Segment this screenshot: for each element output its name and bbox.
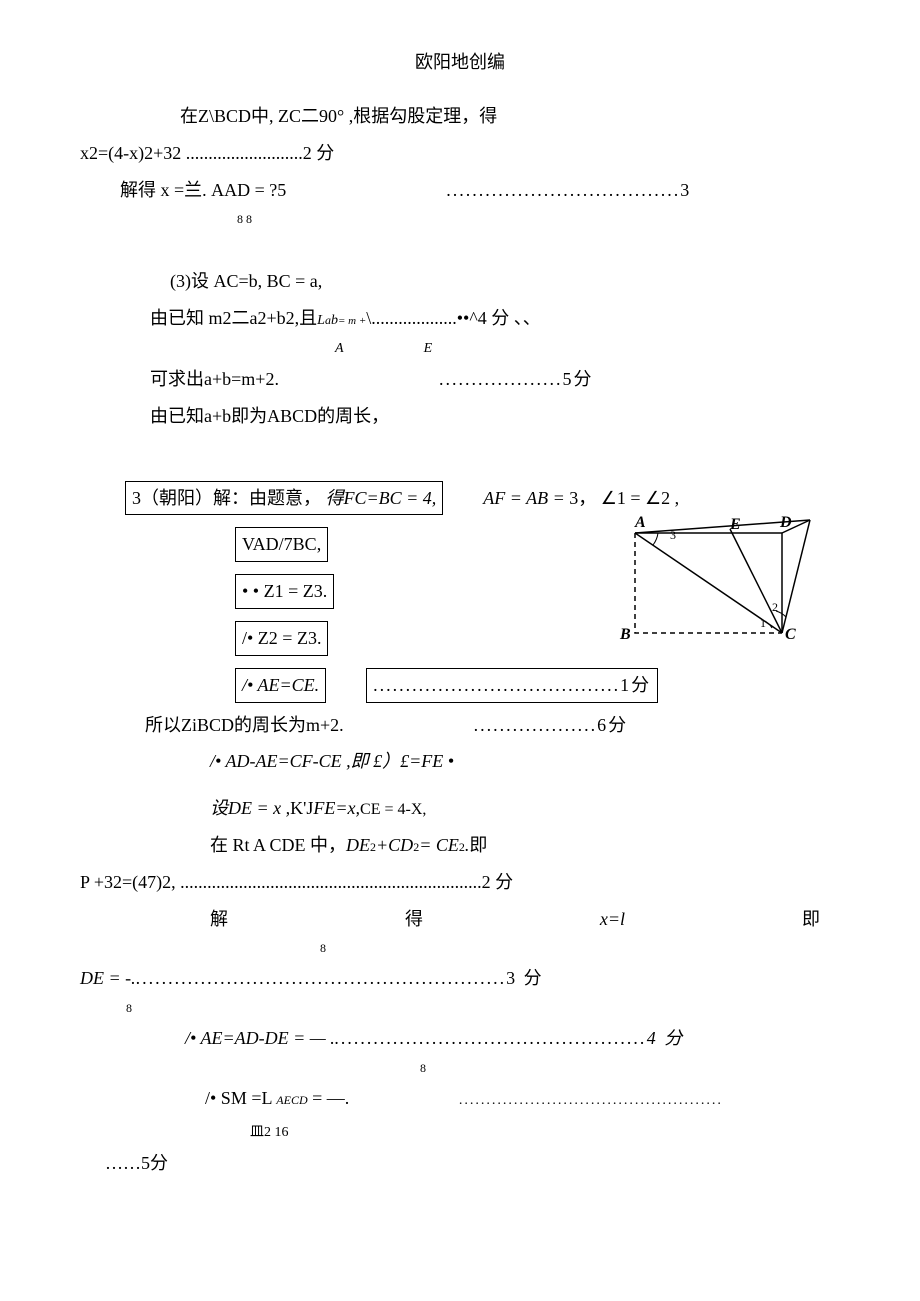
text-fragment: 由已知 m2二a2+b2,且 — [150, 304, 317, 333]
score-dots: ........................................… — [349, 1090, 723, 1112]
line-fc — [782, 520, 810, 633]
text-fragment: 在 Rt A CDE 中， — [210, 831, 346, 860]
subscript-text: 8 8 — [80, 212, 840, 227]
text-fragment: 3， — [569, 488, 596, 508]
text-fragment: 得 — [405, 905, 423, 934]
math-var: b — [331, 310, 338, 332]
math-text: +CD — [376, 831, 413, 860]
text-fragment: K'J — [290, 794, 313, 823]
text-line: (3)设 AC=b, BC = a, — [80, 267, 840, 296]
text-fragment: 解得 x =兰. AAD = ?5 — [80, 176, 286, 205]
label-c: C — [785, 626, 796, 643]
text-fragment: 设 — [210, 794, 228, 823]
text-line: P +32=(47)2, ...........................… — [80, 868, 840, 897]
text-fragment: ∠1 = ∠2 , — [601, 488, 679, 508]
text-line: 在Z\BCD中, ZC二90° ,根据勾股定理，得 — [80, 102, 840, 131]
text-fragment: 即 — [469, 831, 487, 860]
text-line: x2=(4-x)2+32 ..........................2… — [80, 139, 840, 168]
subscript-text: 8 — [80, 941, 840, 956]
math-text: = CE — [419, 831, 459, 860]
text-fragment: /• SM =L — [205, 1088, 272, 1108]
math-text: = m + — [338, 313, 366, 331]
text-line: 解得 x =兰. AAD = ?5 ......................… — [80, 176, 840, 205]
text-fragment: /• SM =L AECD = —. — [205, 1084, 349, 1113]
text-line: ……5分 — [80, 1149, 840, 1178]
label-b: B — [619, 626, 631, 643]
text-line: 解 得 x=l 即 — [80, 905, 840, 934]
subscript-text: 8 — [80, 1061, 840, 1076]
math-text: DE — [346, 831, 370, 860]
text-fragment: = —. — [312, 1088, 349, 1108]
math-text: /• AD-AE=CF-CE ,即 £）£=FE • — [210, 751, 454, 771]
math-text: CE = 4-X, — [360, 797, 426, 823]
label-e: E — [729, 516, 741, 533]
text-fragment: 3（朝阳）解：由题意， — [132, 488, 321, 508]
text-fragment: AF = AB = — [483, 488, 564, 508]
text-fragment: 可求出a+b=m+2. — [150, 365, 279, 394]
boxed-text: /• Z2 = Z3. — [235, 621, 328, 656]
text-fragment: 所以ZiBCD的周长为m+2. — [145, 711, 344, 740]
text-line: 由已知a+b即为ABCD的周长， — [80, 402, 840, 431]
math-sub: AECD — [276, 1093, 307, 1107]
score-dots: ........................................… — [136, 964, 544, 993]
math-text: FE=x, — [313, 794, 360, 823]
score-dots: ........................................… — [335, 1024, 685, 1053]
angle-label-2: 2 — [772, 600, 778, 614]
subscript-text: 皿2 16 — [80, 1121, 840, 1141]
math-text: /• AE=AD-DE = — . — [185, 1024, 335, 1053]
angle-label-1: 1 — [760, 616, 766, 630]
subscript-row: A E — [80, 341, 840, 357]
text-line: 可求出a+b=m+2. ...................5分 — [80, 365, 840, 394]
page-header: 欧阳地创编 — [0, 0, 920, 94]
text-line: 设 DE = x , K'J FE=x, CE = 4-X, — [80, 794, 840, 823]
label-e: E — [344, 341, 433, 357]
subscript-text: 8 — [80, 1001, 840, 1016]
text-line: 所以ZiBCD的周长为m+2. ...................6分 — [80, 711, 840, 740]
line-ec — [730, 529, 782, 633]
math-var: L — [317, 310, 325, 332]
label-a: A — [335, 341, 344, 357]
text-fragment: 即 — [802, 905, 820, 934]
text-line: 在 Rt A CDE 中， DE 2 +CD 2 = CE 2 . 即 — [80, 831, 840, 860]
text-line: 由已知 m2二a2+b2,且 L a b = m + \............… — [80, 304, 840, 333]
text-line: /• AD-AE=CF-CE ,即 £）£=FE • — [80, 747, 840, 776]
text-fragment: \...................••^4 分 、、 — [366, 304, 541, 333]
label-a: A — [634, 515, 646, 531]
label-f: F — [804, 515, 816, 518]
text-line: DE = -. ................................… — [80, 964, 840, 993]
geometry-figure: A B C D E F 1 2 3 — [610, 515, 820, 675]
angle-label-3: 3 — [670, 528, 676, 542]
math-text: x=l — [600, 905, 625, 934]
math-text: 得FC=BC = 4, — [326, 488, 437, 508]
math-text: DE = x , — [228, 794, 290, 823]
text-line: /• AE=AD-DE = — . ......................… — [80, 1024, 840, 1053]
boxed-text: /• AE=CE. — [235, 668, 326, 703]
boxed-text: 3（朝阳）解：由题意， 得FC=BC = 4, — [125, 481, 443, 516]
math-text: DE = -. — [80, 964, 136, 993]
label-d: D — [779, 515, 792, 531]
math-text: AF = AB = 3， ∠1 = ∠2 , — [443, 484, 679, 513]
angle-arc-3 — [653, 533, 658, 545]
score-dots: ...................5分 — [279, 365, 594, 394]
boxed-text: VAD/7BC, — [235, 527, 328, 562]
boxed-text: • • Z1 = Z3. — [235, 574, 334, 609]
score-dots: ....................................3 — [286, 176, 691, 205]
text-line: /• SM =L AECD = —. .....................… — [80, 1084, 840, 1113]
text-line: 3（朝阳）解：由题意， 得FC=BC = 4, AF = AB = 3， ∠1 … — [80, 481, 840, 516]
text-fragment: 解 — [210, 905, 228, 934]
score-dots: ...................6分 — [344, 711, 629, 740]
